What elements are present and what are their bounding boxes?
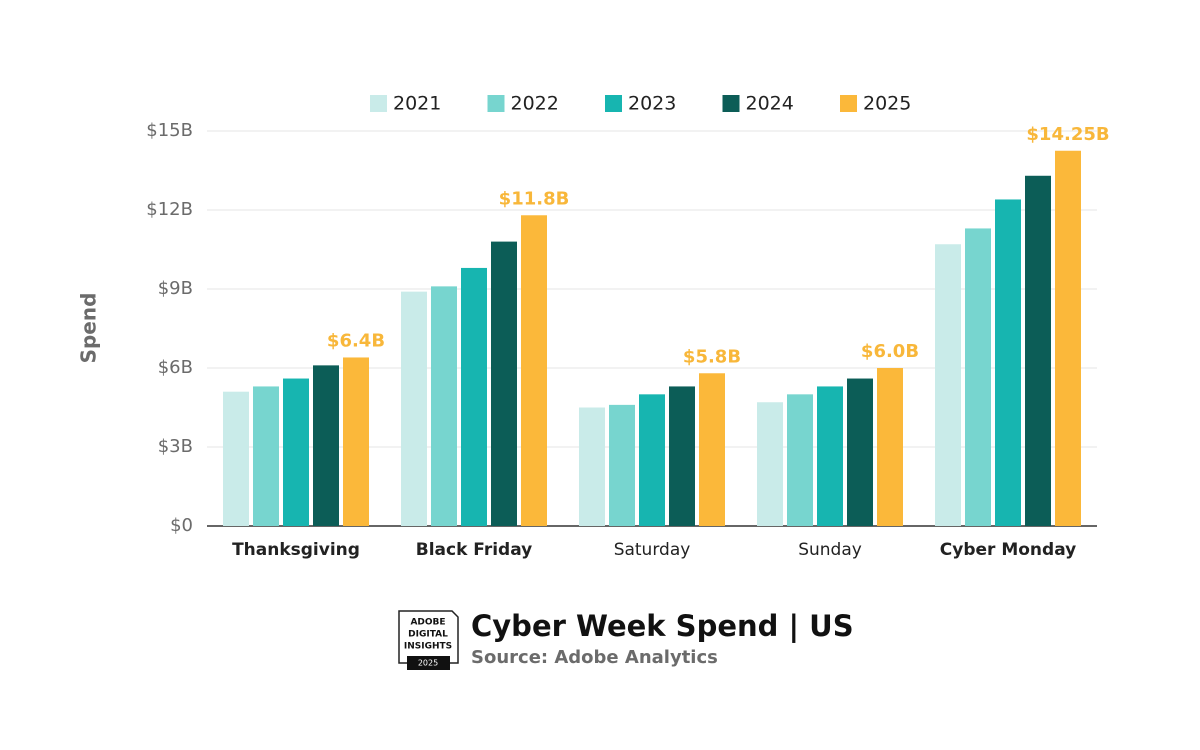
x-tick-label: Cyber Monday: [940, 540, 1076, 560]
bar: [639, 394, 665, 526]
data-label: $6.0B: [861, 341, 919, 362]
bar: [847, 378, 873, 526]
bar: [1025, 175, 1051, 526]
bar: [461, 267, 487, 526]
legend-label: 2023: [628, 93, 676, 115]
legend-label: 2022: [511, 93, 559, 115]
bar: [521, 215, 547, 526]
bar: [283, 378, 309, 526]
source: Source: Adobe Analytics: [471, 647, 718, 668]
bar: [935, 244, 961, 526]
legend-swatch: [840, 95, 857, 112]
bar: [431, 286, 457, 526]
y-tick-label: $3B: [158, 436, 193, 457]
legend-swatch: [722, 95, 740, 112]
badge-text: INSIGHTS: [404, 642, 452, 652]
x-tick-label: Saturday: [614, 540, 691, 560]
bar: [817, 386, 843, 526]
bar: [965, 228, 991, 526]
bar: [253, 386, 279, 526]
y-tick-label: $6B: [158, 357, 193, 378]
bar: [579, 407, 605, 526]
y-tick-label: $12B: [146, 199, 193, 220]
x-tick-label: Black Friday: [416, 540, 533, 560]
data-label: $5.8B: [683, 346, 741, 367]
bar: [343, 357, 369, 526]
x-tick-label: Thanksgiving: [232, 540, 360, 560]
badge-frame: [398, 610, 459, 664]
legend-swatch: [605, 95, 622, 112]
legend-swatch: [370, 95, 387, 112]
legend-label: 2024: [746, 93, 794, 115]
bar: [699, 373, 725, 526]
legend-label: 2021: [393, 93, 441, 115]
bar: [223, 391, 249, 526]
legend-label: 2025: [863, 93, 911, 115]
badge-text: ADOBE: [410, 618, 445, 628]
legend-swatch: [487, 95, 505, 112]
data-label: $14.25B: [1026, 124, 1109, 145]
y-axis-label: Spend: [77, 293, 101, 364]
badge-year-bg: [407, 656, 450, 670]
data-label: $6.4B: [327, 330, 385, 351]
bar: [609, 404, 635, 526]
data-label: $11.8B: [499, 188, 570, 209]
bar: [877, 368, 903, 526]
bar: [669, 386, 695, 526]
badge-text: DIGITAL: [408, 630, 448, 640]
y-tick-label: $9B: [158, 278, 193, 299]
bar: [787, 394, 813, 526]
bar: [401, 291, 427, 526]
bar: [491, 241, 517, 526]
x-tick-label: Sunday: [798, 540, 862, 560]
badge-year: 2025: [418, 659, 438, 668]
bar: [313, 365, 339, 526]
footer-badge: ADOBE DIGITAL INSIGHTS 2025: [398, 610, 459, 670]
bar: [995, 199, 1021, 526]
bar: [1055, 150, 1081, 526]
chart-title: Cyber Week Spend | US: [471, 609, 854, 643]
bar: [757, 402, 783, 526]
y-tick-label: $0: [170, 515, 193, 536]
y-tick-label: $15B: [146, 120, 193, 141]
